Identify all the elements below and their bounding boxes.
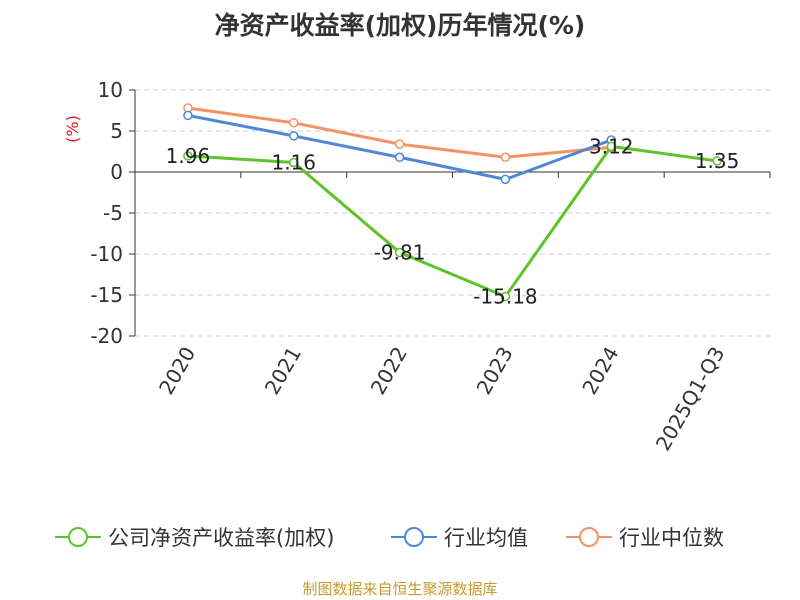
data-source-note: 制图数据来自恒生聚源数据库 xyxy=(302,580,498,598)
y-tick-label: 0 xyxy=(110,160,123,184)
data-point xyxy=(289,131,299,141)
data-label: 1.35 xyxy=(695,149,740,173)
y-tick-labels: 10 5 0 -5 -10 -15 -20 xyxy=(90,78,123,348)
data-point xyxy=(289,157,299,168)
legend-marker xyxy=(68,527,88,547)
x-tick-label: 2021 xyxy=(260,343,306,399)
data-point xyxy=(500,152,511,162)
x-tick-label: 2022 xyxy=(366,343,412,399)
data-label: 3.12 xyxy=(589,134,634,158)
series-line xyxy=(187,106,612,159)
data-point xyxy=(183,110,193,121)
data-label: -15.18 xyxy=(473,284,537,308)
y-tick-label: 5 xyxy=(110,119,123,143)
series-lines xyxy=(183,103,722,302)
data-point xyxy=(500,174,511,185)
data-point xyxy=(394,247,405,258)
x-tick-labels: 2020 2021 2022 2023 2024 2025Q1-Q3 xyxy=(154,343,729,455)
series-1 xyxy=(183,110,616,185)
data-point xyxy=(394,152,405,162)
data-point xyxy=(394,139,405,149)
legend: 公司净资产收益率(加权) 行业均值 行业中位数 xyxy=(55,526,724,550)
axes xyxy=(129,89,771,337)
legend-label: 公司净资产收益率(加权) xyxy=(108,526,334,550)
chart-title: 净资产收益率(加权)历年情况(%) xyxy=(214,11,586,40)
x-tick-label: 2023 xyxy=(472,343,518,399)
data-label: 1.16 xyxy=(271,150,316,174)
data-point xyxy=(289,118,299,128)
y-tick-label: -10 xyxy=(90,242,123,266)
data-point xyxy=(606,141,616,152)
legend-item: 行业均值 xyxy=(391,526,528,550)
x-tick-label: 2024 xyxy=(577,343,623,399)
data-point xyxy=(712,156,722,166)
y-tick-label: 10 xyxy=(98,78,123,102)
legend-item: 公司净资产收益率(加权) xyxy=(55,526,334,550)
y-axis-unit: (%) xyxy=(63,115,82,143)
series-0 xyxy=(183,141,722,302)
grid-lines xyxy=(135,89,770,337)
y-tick-label: -15 xyxy=(90,283,123,307)
legend-item: 行业中位数 xyxy=(566,526,724,550)
data-label: 1.96 xyxy=(166,144,211,168)
legend-marker xyxy=(404,527,424,547)
x-tick-label: 2025Q1-Q3 xyxy=(651,343,730,455)
legend-label: 行业中位数 xyxy=(619,526,724,550)
series-2 xyxy=(183,103,616,162)
data-labels: 1.96 1.16 -9.81 -15.18 3.12 1.35 xyxy=(166,134,740,308)
legend-label: 行业均值 xyxy=(444,526,528,550)
x-tick-label: 2020 xyxy=(154,343,200,399)
y-tick-label: -5 xyxy=(103,201,123,225)
data-point xyxy=(500,291,511,302)
data-label: -9.81 xyxy=(374,240,426,264)
y-tick-label: -20 xyxy=(90,324,123,348)
data-point xyxy=(183,151,193,161)
legend-marker xyxy=(579,527,599,547)
series-line xyxy=(187,144,718,298)
